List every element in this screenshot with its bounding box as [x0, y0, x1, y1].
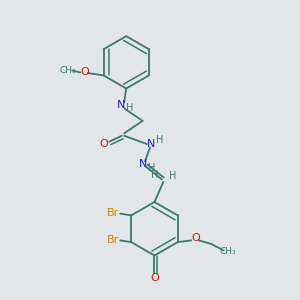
- Text: CH₃: CH₃: [220, 248, 236, 256]
- Text: H: H: [156, 136, 163, 146]
- Text: H: H: [151, 170, 158, 180]
- Text: O: O: [99, 140, 108, 149]
- Text: O: O: [150, 273, 159, 283]
- Text: N: N: [138, 159, 147, 169]
- Text: O: O: [191, 233, 200, 243]
- Text: N: N: [117, 100, 125, 110]
- Text: N: N: [146, 139, 155, 149]
- Text: H: H: [148, 163, 155, 173]
- Text: CH₃: CH₃: [60, 65, 76, 74]
- Text: H: H: [126, 103, 134, 113]
- Text: Br: Br: [106, 235, 119, 245]
- Text: H: H: [169, 172, 176, 182]
- Text: Br: Br: [106, 208, 119, 218]
- Text: O: O: [80, 67, 88, 76]
